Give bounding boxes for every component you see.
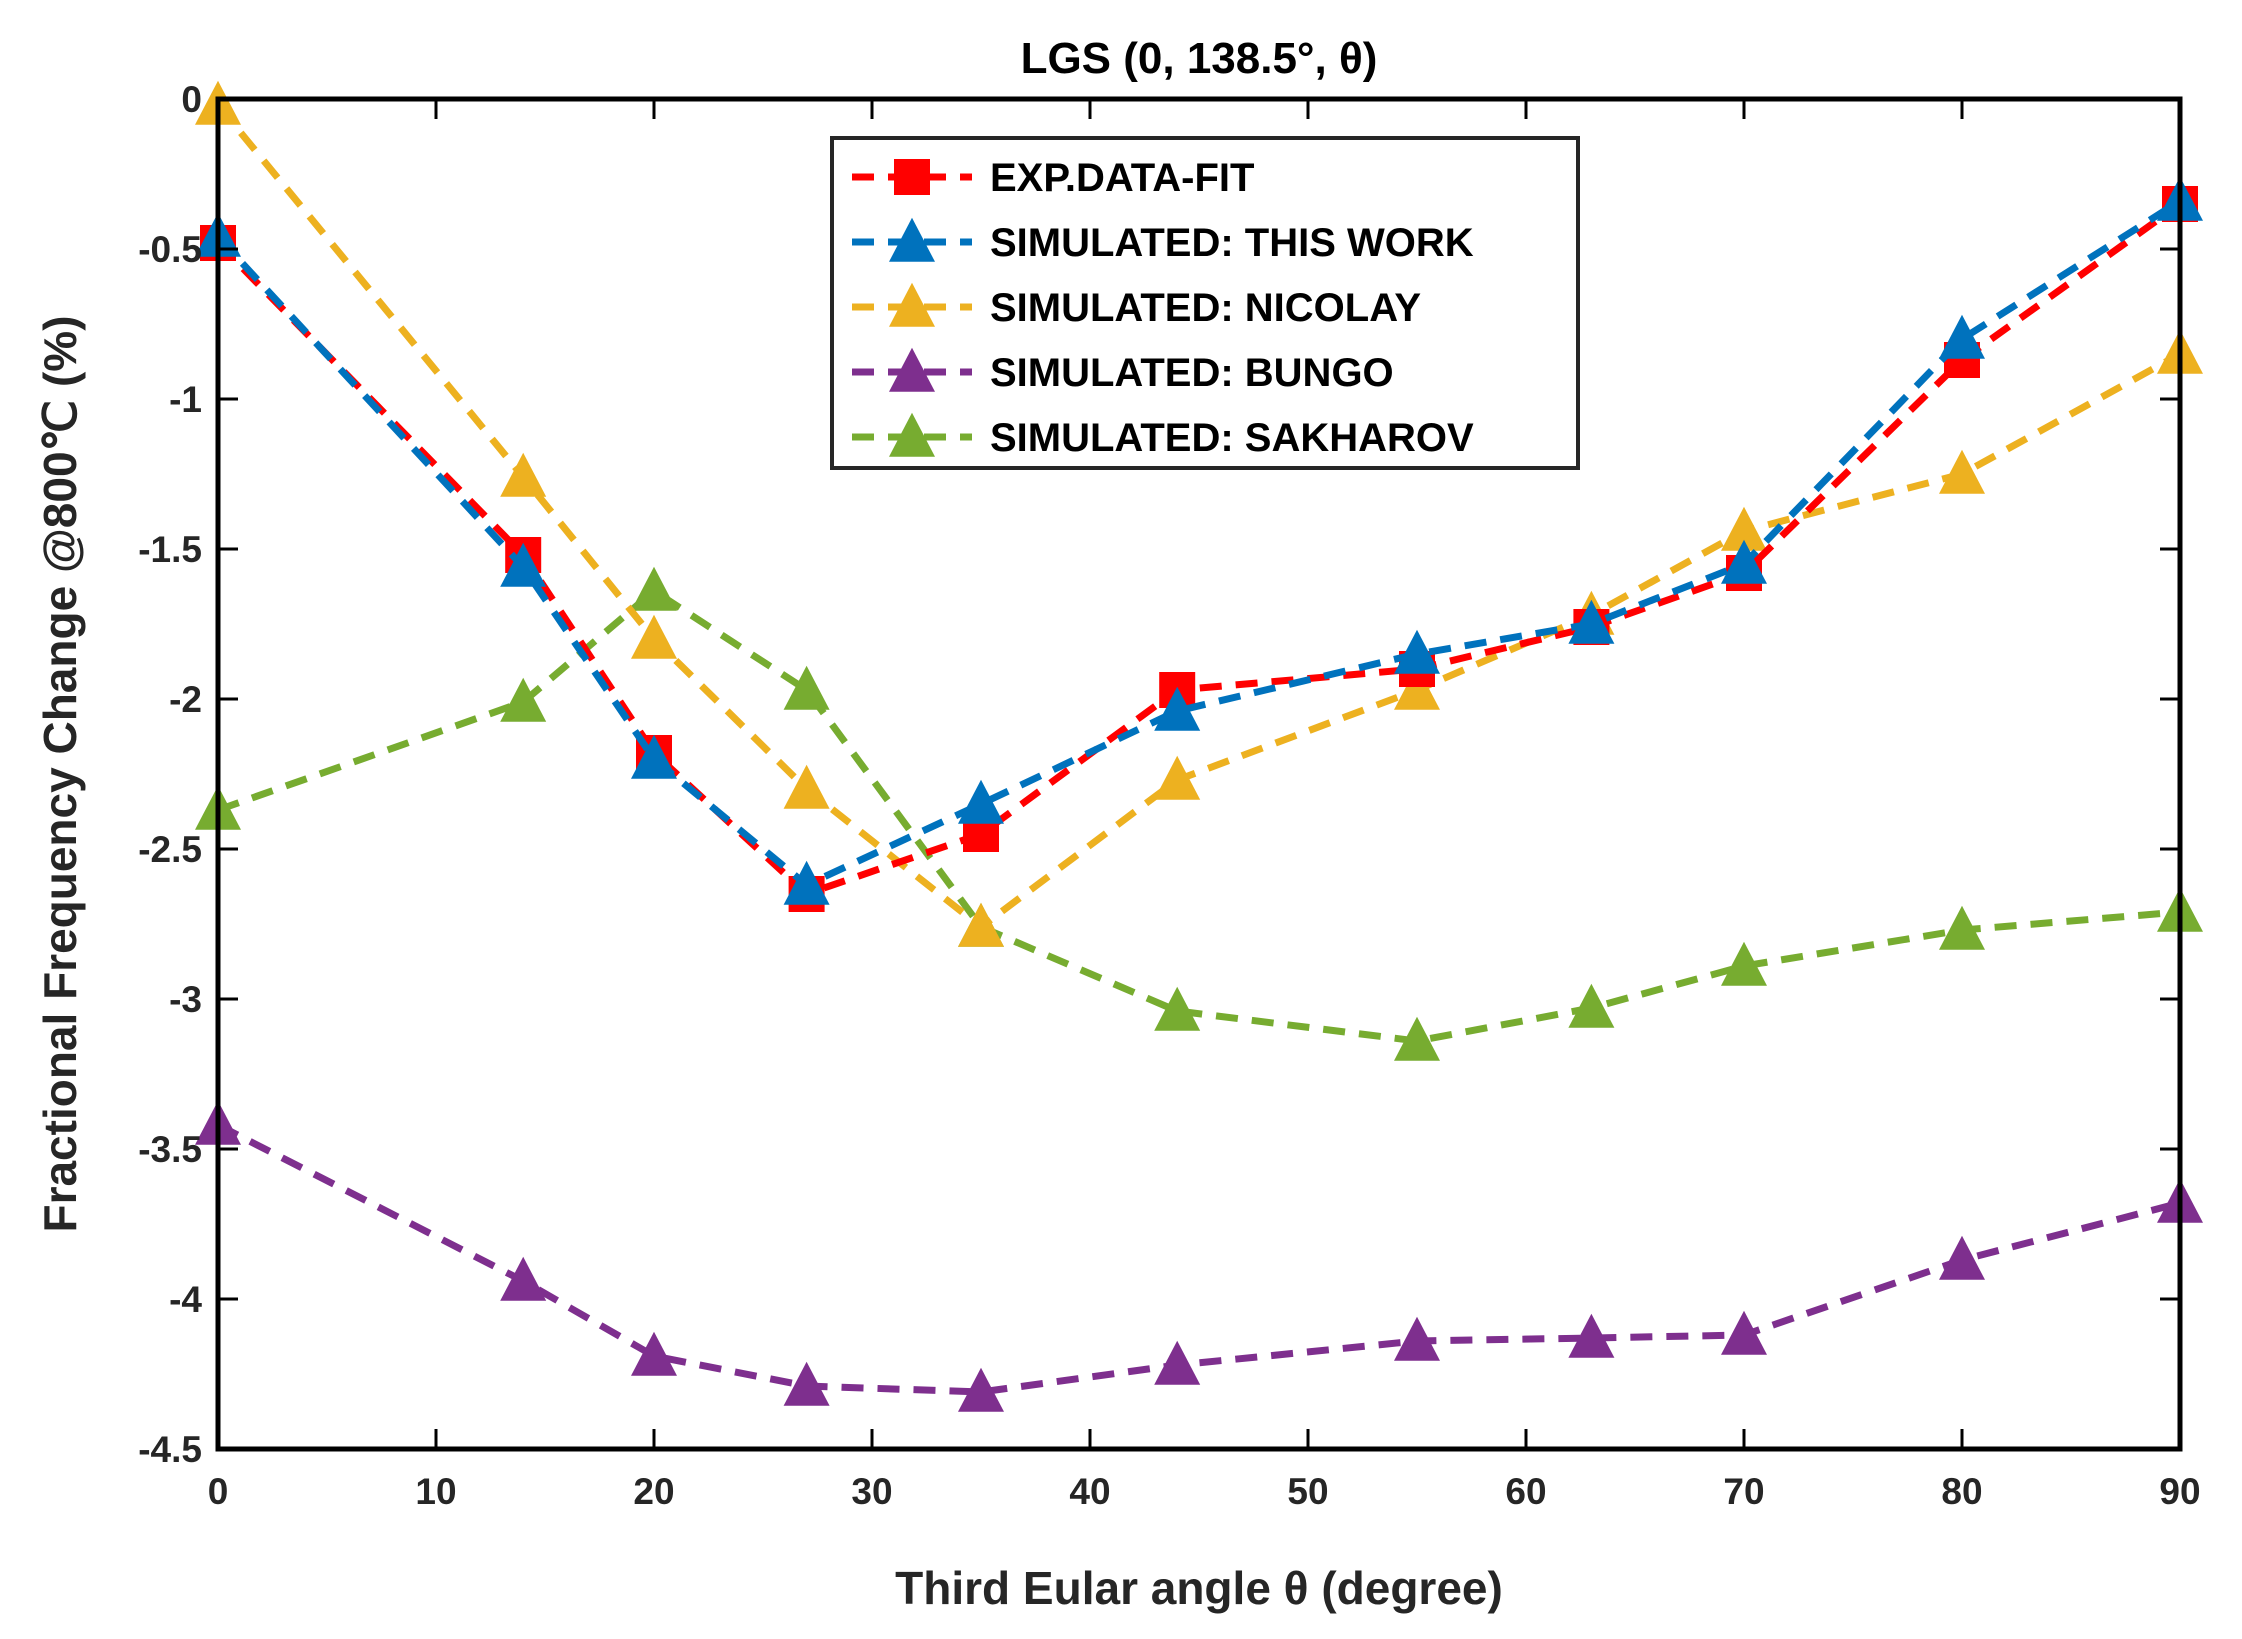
data-point [500,542,547,587]
chart-title: LGS (0, 138.5°, θ) [1021,34,1378,83]
y-tick-label: -1.5 [138,529,202,570]
y-tick-label: -3.5 [138,1129,202,1170]
legend-marker [889,282,935,327]
data-point [500,677,547,722]
y-tick-label: -2 [169,679,202,720]
data-point [1154,986,1201,1031]
legend-label: SIMULATED: THIS WORK [990,221,1474,265]
data-point [1939,449,1985,494]
x-axis-title: Third Eular angle θ (degree) [895,1562,1503,1614]
legend-marker [889,217,935,262]
x-tick-label: 40 [1069,1471,1110,1512]
legend-label: SIMULATED: NICOLAY [990,286,1421,330]
series-3 [195,1100,2203,1412]
legend-label: SIMULATED: BUNGO [990,351,1394,395]
data-point [1568,599,1615,644]
data-point [1154,755,1201,800]
x-tick-label: 50 [1287,1471,1328,1512]
data-point [783,764,830,809]
data-point [631,734,677,779]
y-tick-label: -4.5 [138,1429,202,1470]
legend-label: SIMULATED: SAKHAROV [990,416,1474,460]
x-tick-label: 0 [208,1471,229,1512]
y-tick-label: -1 [169,379,202,420]
x-tick-label: 70 [1723,1471,1764,1512]
data-point [500,1256,547,1301]
y-tick-label: 0 [181,79,202,120]
data-point [1721,506,1767,551]
series-2 [195,80,2203,947]
data-point [958,902,1004,947]
x-tick-label: 80 [1941,1471,1982,1512]
data-point [1939,314,1985,359]
data-point [1939,905,1985,950]
data-point [958,1367,1004,1412]
data-point [1394,1316,1440,1361]
data-point [1721,539,1767,584]
x-tick-label: 60 [1505,1471,1546,1512]
legend: EXP.DATA-FIT SIMULATED: THIS WORK SIMULATE… [830,136,1580,470]
series-layer [195,80,2203,1412]
data-point [783,860,830,905]
data-point [783,665,830,710]
x-tick-label: 90 [2159,1471,2200,1512]
y-tick-label: -0.5 [138,229,202,270]
y-tick-label: -2.5 [138,829,202,870]
data-point [1568,983,1615,1028]
y-axis-title: Fractional Frequency Change @800℃ (%) [34,315,86,1232]
y-tick-label: -4 [169,1279,202,1320]
data-point [631,614,677,659]
data-point [783,1361,830,1406]
data-point [1394,1016,1440,1061]
data-point [1394,629,1440,674]
data-point [958,779,1004,824]
legend-box [830,136,1580,470]
legend-marker [889,412,935,457]
legend-label: EXP.DATA-FIT [990,156,1254,200]
data-point [1721,941,1767,986]
x-tick-label: 20 [633,1471,674,1512]
y-tick-label: -3 [169,979,202,1020]
data-point [1939,1235,1985,1280]
x-tick-label: 30 [851,1471,892,1512]
data-point [1721,1310,1767,1355]
data-point [631,1331,677,1376]
legend-marker [894,159,930,195]
data-point [631,566,677,611]
data-point [1568,1313,1615,1358]
data-point [1154,686,1201,731]
data-point [1154,1340,1201,1385]
legend-marker [889,347,935,392]
series-line [216,586,2181,1045]
series-line [215,198,2182,890]
data-point [500,452,547,497]
plot-frame [215,96,2183,1452]
data-point [1394,665,1440,710]
x-tick-label: 10 [415,1471,456,1512]
